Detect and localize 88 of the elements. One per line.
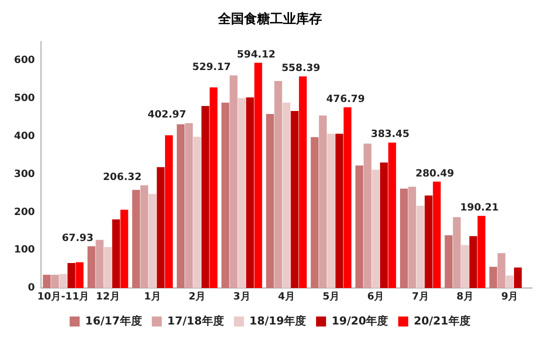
bar (400, 188, 408, 288)
bar (408, 186, 416, 288)
bar (318, 116, 327, 288)
legend-label: 17/18年度 (167, 314, 224, 328)
bar (165, 135, 173, 288)
bar (254, 62, 262, 288)
bar (140, 185, 148, 288)
bar (469, 236, 478, 288)
bar (42, 274, 51, 288)
bar (132, 190, 140, 288)
data-label: 594.12 (236, 49, 276, 60)
x-tick-label: 9月 (501, 292, 518, 303)
bar (104, 247, 112, 288)
bar (444, 235, 452, 288)
legend-label: 19/20年度 (332, 314, 388, 328)
bar (514, 268, 522, 288)
bar (120, 210, 128, 288)
x-tick-label: 4月 (278, 292, 295, 303)
data-label: 206.32 (102, 172, 142, 183)
x-tick-label: 2月 (188, 292, 206, 303)
bar (364, 144, 372, 288)
y-tick-label: 200 (14, 206, 35, 218)
bar (461, 245, 469, 288)
bar (498, 253, 506, 288)
bar (506, 275, 514, 288)
bar (68, 262, 76, 288)
legend-label: 20/21年度 (414, 314, 470, 328)
y-tick-label: 600 (14, 55, 35, 66)
x-tick-label: 6月 (367, 292, 384, 303)
y-tick-label: 0 (28, 282, 35, 294)
data-label: 383.45 (370, 129, 410, 140)
bar (380, 162, 388, 288)
x-tick-label: 12月 (96, 292, 120, 303)
data-label: 67.93 (62, 232, 94, 244)
bar (266, 114, 274, 288)
bar (310, 137, 319, 288)
x-tick-label: 1月 (144, 292, 161, 303)
chart-title: 全国食糖工业库存 (217, 11, 322, 28)
bar (372, 170, 380, 288)
x-tick-label: 7月 (412, 292, 429, 303)
bar (96, 240, 104, 288)
x-tick-label: 3月 (233, 292, 250, 303)
bar (344, 107, 352, 288)
bar (185, 123, 193, 288)
bar (176, 124, 185, 288)
bar (424, 196, 432, 288)
bar (112, 219, 120, 288)
bar (230, 75, 238, 288)
x-tick-label: 10月-11月 (37, 292, 90, 303)
bar (489, 266, 498, 288)
data-label: 280.49 (416, 168, 454, 180)
data-label: 190.21 (460, 202, 499, 214)
bar (201, 106, 210, 288)
legend-label: 16/17年度 (85, 314, 142, 328)
x-tick-label: 8月 (456, 292, 474, 303)
bar (355, 166, 364, 288)
bar (416, 206, 424, 288)
bar (282, 102, 290, 288)
bar (59, 274, 68, 288)
bar (478, 216, 486, 288)
bar (298, 76, 307, 288)
y-tick-label: 500 (14, 93, 35, 104)
bar (51, 274, 59, 288)
bar (432, 182, 441, 288)
data-label: 402.97 (148, 110, 186, 121)
bar (156, 167, 165, 288)
bar (327, 134, 335, 288)
bar (221, 102, 230, 288)
bar (210, 87, 218, 288)
bar (335, 134, 344, 288)
bar (193, 136, 202, 288)
data-label: 558.39 (282, 62, 320, 74)
legend-label: 18/19年度 (249, 314, 306, 328)
bar (238, 98, 246, 288)
x-tick-label: 5月 (322, 292, 340, 303)
data-label: 476.79 (326, 94, 365, 105)
bar (452, 217, 461, 288)
y-tick-label: 100 (14, 244, 35, 256)
data-label: 529.17 (192, 62, 231, 73)
bar (290, 110, 299, 288)
y-tick-label: 400 (14, 130, 35, 142)
bar (76, 262, 84, 288)
bar (148, 194, 156, 288)
bar (88, 246, 96, 288)
y-tick-label: 300 (14, 168, 35, 180)
bar (246, 97, 254, 288)
bar (274, 81, 282, 288)
bar (388, 142, 396, 288)
